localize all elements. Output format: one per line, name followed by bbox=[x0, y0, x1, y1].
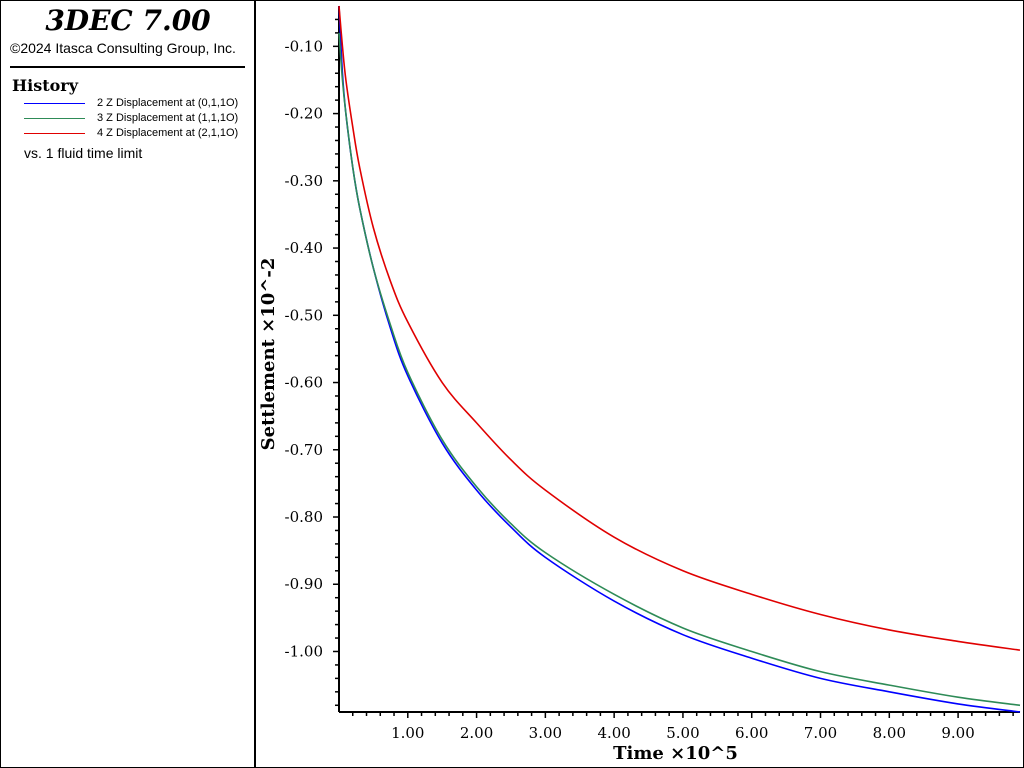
legend-swatch-blue bbox=[24, 103, 85, 104]
app-title: 3DEC 7.00 bbox=[45, 4, 211, 37]
x-tick-label: 9.00 bbox=[941, 724, 974, 742]
y-tick-label: -0.60 bbox=[285, 374, 323, 392]
series-line-green bbox=[338, 32, 1021, 707]
x-axis-ticks: 1.00 2.00 3.00 4.00 5.00 6.00 7.00 8.00 9.00 bbox=[352, 712, 1014, 742]
legend-label-blue: 2 Z Displacement at (0,1,1O) bbox=[97, 97, 239, 109]
x-tick-label: 1.00 bbox=[391, 724, 424, 742]
y-tick-label: -0.30 bbox=[285, 172, 323, 190]
legend-entry-red: 4 Z Displacement at (2,1,1O) bbox=[24, 127, 254, 141]
legend-label-red: 4 Z Displacement at (2,1,1O) bbox=[97, 127, 239, 139]
x-tick-label: 5.00 bbox=[666, 724, 699, 742]
y-tick-label: -0.80 bbox=[285, 508, 323, 526]
legend-label-green: 3 Z Displacement at (1,1,1O) bbox=[97, 112, 239, 124]
y-tick-label: -0.10 bbox=[285, 37, 323, 55]
series-line-red bbox=[338, 5, 1021, 651]
y-tick-label: -0.50 bbox=[285, 306, 323, 324]
x-tick-label: 3.00 bbox=[529, 724, 562, 742]
x-tick-label: 4.00 bbox=[597, 724, 630, 742]
y-tick-label: -0.70 bbox=[285, 441, 323, 459]
legend-panel: 3DEC 7.00 ©2024 Itasca Consulting Group,… bbox=[0, 0, 256, 768]
x-tick-label: 6.00 bbox=[735, 724, 768, 742]
legend-entry-blue: 2 Z Displacement at (0,1,1O) bbox=[24, 97, 254, 111]
y-tick-label: -1.00 bbox=[285, 642, 323, 660]
y-tick-label: -0.40 bbox=[285, 239, 323, 257]
history-heading: History bbox=[12, 76, 78, 95]
y-axis-title: Settlement ×10^-2 bbox=[258, 258, 279, 451]
legend-entry-green: 3 Z Displacement at (1,1,1O) bbox=[24, 112, 254, 126]
title-divider bbox=[10, 66, 245, 68]
legend-swatch-red bbox=[24, 133, 85, 134]
legend-swatch-green bbox=[24, 118, 85, 119]
vs-label: vs. 1 fluid time limit bbox=[24, 145, 143, 161]
x-axis-title: Time ×10^5 bbox=[613, 743, 738, 764]
x-tick-label: 8.00 bbox=[873, 724, 906, 742]
y-tick-label: -0.90 bbox=[285, 575, 323, 593]
y-axis-ticks: -0.10 -0.20 -0.30 -0.40 -0.50 -0.60 -0.70 -0.80… bbox=[285, 18, 339, 707]
history-plot: 1.00 2.00 3.00 4.00 5.00 6.00 7.00 8.00 9.00 -0.… bbox=[258, 5, 1021, 764]
y-tick-label: -0.20 bbox=[285, 105, 323, 123]
plot-axes bbox=[338, 6, 1020, 713]
series-line-blue bbox=[338, 5, 1021, 713]
plot-series bbox=[338, 5, 1021, 713]
x-tick-label: 2.00 bbox=[460, 724, 493, 742]
copyright-text: ©2024 Itasca Consulting Group, Inc. bbox=[10, 40, 236, 56]
x-tick-label: 7.00 bbox=[804, 724, 837, 742]
